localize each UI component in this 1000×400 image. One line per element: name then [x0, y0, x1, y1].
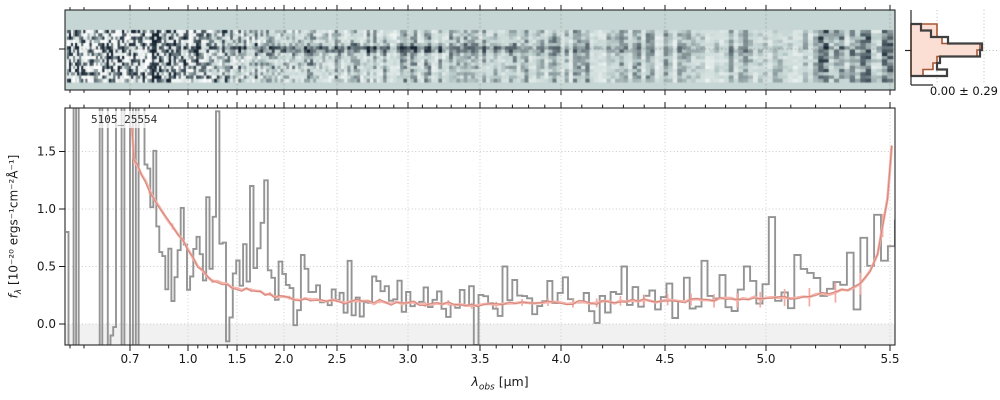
svg-text:0.0: 0.0 — [37, 317, 56, 331]
model-spectrum-line-dark — [131, 125, 893, 308]
x-axis-label-symbol: λ — [471, 374, 479, 389]
tick-labels: 0.7 1.0 1.5 2.0 2.5 3.0 3.5 4.0 4.5 5.0 5.5 0.0 0.5 1… — [37, 145, 900, 367]
residual-stats-label: 0.00 ± 0.29 — [918, 84, 998, 98]
svg-text:1.5: 1.5 — [37, 145, 56, 159]
y-axis-label: fλ [10⁻²⁰ ergs⁻¹cm⁻²Å⁻¹] — [6, 112, 24, 342]
residual-stats-text: 0.00 ± 0.29 — [929, 84, 998, 98]
svg-text:3.0: 3.0 — [398, 352, 417, 366]
svg-text:1.0: 1.0 — [178, 352, 197, 366]
svg-text:2.0: 2.0 — [274, 352, 293, 366]
x-axis-label: λobs [μm] — [420, 374, 580, 393]
svg-text:5.0: 5.0 — [756, 352, 775, 366]
svg-text:5.5: 5.5 — [880, 352, 899, 366]
x-axis-label-units: [μm] — [494, 374, 529, 389]
target-id-text: 5105_25554 — [91, 113, 158, 126]
svg-text:4.0: 4.0 — [551, 352, 570, 366]
y-axis-label-subscript: λ — [13, 288, 24, 295]
below-zero-band — [65, 324, 895, 345]
svg-text:4.5: 4.5 — [655, 352, 674, 366]
main-spectrum-panel — [66, 108, 895, 345]
svg-text:2.5: 2.5 — [327, 352, 346, 366]
svg-text:0.5: 0.5 — [37, 260, 56, 274]
x-axis-label-subscript: obs — [478, 382, 495, 393]
y-axis-label-units: [10⁻²⁰ ergs⁻¹cm⁻²Å⁻¹] — [6, 154, 21, 289]
residual-histogram-panel — [905, 10, 997, 86]
observed-spectrum-line — [66, 108, 895, 345]
ticks — [59, 4, 891, 351]
svg-text:1.5: 1.5 — [227, 352, 246, 366]
data-histogram — [911, 22, 984, 78]
y-axis-label-symbol: f — [6, 294, 21, 299]
svg-text:1.0: 1.0 — [37, 202, 56, 216]
spectrum-2d-panel — [65, 10, 895, 90]
target-id-label: 5105_25554 — [84, 111, 165, 128]
svg-text:3.5: 3.5 — [470, 352, 489, 366]
svg-text:0.7: 0.7 — [120, 352, 139, 366]
model-histogram — [910, 23, 981, 77]
